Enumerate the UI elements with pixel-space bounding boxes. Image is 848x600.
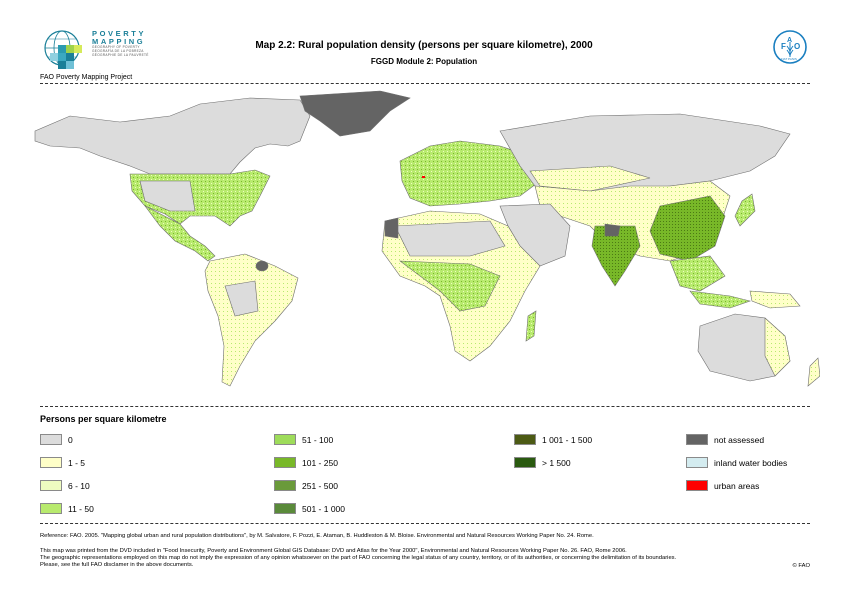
- legend-label: inland water bodies: [714, 457, 788, 468]
- madagascar: [525, 310, 537, 342]
- greenland: [299, 90, 411, 137]
- legend-item-101-250: 101 - 250: [274, 457, 338, 468]
- svg-text:O: O: [794, 42, 800, 51]
- legend-label: > 1 500: [542, 457, 571, 468]
- new-guinea: [749, 290, 801, 309]
- legend-item-501-1000: 501 - 1 000: [274, 503, 345, 514]
- copyright: © FAO: [792, 563, 810, 569]
- legend-item-6-10: 6 - 10: [40, 480, 90, 491]
- logo-title-poverty: POVERTY: [92, 29, 147, 38]
- southeast-asia: [669, 255, 726, 292]
- legend-item-51-100: 51 - 100: [274, 434, 333, 445]
- legend-swatch: [40, 434, 62, 445]
- legend-label: 6 - 10: [68, 480, 90, 491]
- legend-label: urban areas: [714, 480, 760, 491]
- logo-title-mapping: MAPPING: [92, 36, 146, 46]
- legend-swatch: [40, 457, 62, 468]
- legend-item-1-5: 1 - 5: [40, 457, 85, 468]
- legend-swatch: [40, 480, 62, 491]
- legend-item-inland-water: inland water bodies: [686, 457, 787, 468]
- fao-emblem-icon: F A O FIAT PANIS: [773, 30, 807, 64]
- legend-swatch: [40, 503, 62, 514]
- note-disclaimer: The geographic representations employed …: [40, 555, 677, 562]
- north-america-north: [34, 97, 311, 175]
- reference-text: Reference: FAO. 2005. "Mapping global ur…: [40, 533, 594, 539]
- legend-swatch: [274, 434, 296, 445]
- india: [591, 225, 641, 287]
- legend-label: 1 001 - 1 500: [542, 434, 593, 445]
- legend-label: 501 - 1 000: [302, 503, 346, 514]
- legend-swatch: [274, 503, 296, 514]
- logo-sub-es: GEOGRAFÍA DE LA POBREZA: [92, 49, 144, 54]
- legend-label: not assessed: [714, 434, 765, 445]
- legend-swatch: [686, 480, 708, 491]
- legend-label: 0: [68, 434, 73, 445]
- world-population-density-map: [34, 90, 820, 387]
- legend-swatch: [686, 457, 708, 468]
- legend-label: 101 - 250: [302, 457, 338, 468]
- legend-label: 11 - 50: [68, 503, 94, 514]
- header-divider: [40, 83, 810, 84]
- svg-text:A: A: [787, 37, 792, 44]
- note-see-disclaimer: Please, see the full FAO disclamer in th…: [40, 562, 194, 569]
- poverty-mapping-globe-logo-icon: [44, 30, 82, 69]
- legend-item-0: 0: [40, 434, 73, 445]
- svg-text:FIAT PANIS: FIAT PANIS: [781, 57, 797, 61]
- poverty-mapping-logo-text: POVERTY MAPPING GEOGRAPHY OF POVERTY GEO…: [92, 30, 149, 58]
- legend-swatch: [274, 480, 296, 491]
- east-china: [649, 195, 726, 262]
- legend-swatch: [514, 457, 536, 468]
- legend-swatch: [274, 457, 296, 468]
- map-title: Map 2.2: Rural population density (perso…: [255, 40, 593, 51]
- legend-label: 51 - 100: [302, 434, 334, 445]
- legend-title: Persons per square kilometre: [40, 414, 167, 424]
- legend-item-11-50: 11 - 50: [40, 503, 94, 514]
- logo-sub-fr: GÉOGRAPHIE DE LA PAUVRETÉ: [92, 53, 149, 58]
- legend-label: 1 - 5: [68, 457, 86, 468]
- legend-item-urban-areas: urban areas: [686, 480, 759, 491]
- central-america: [144, 205, 216, 262]
- legend-label: 251 - 500: [302, 480, 338, 491]
- legend-swatch: [686, 434, 708, 445]
- legend-item-not-assessed: not assessed: [686, 434, 764, 445]
- new-zealand: [807, 357, 820, 387]
- logo-sub-en: GEOGRAPHY OF POVERTY: [92, 45, 140, 49]
- note-source: This map was printed from the DVD includ…: [40, 548, 627, 554]
- svg-text:F: F: [781, 42, 786, 51]
- legend-item-gt-1500: > 1 500: [514, 457, 571, 468]
- legend-item-1001-1500: 1 001 - 1 500: [514, 434, 592, 445]
- project-label: FAO Poverty Mapping Project: [40, 74, 133, 81]
- legend-item-251-500: 251 - 500: [274, 480, 338, 491]
- notes-block: This map was printed from the DVD includ…: [40, 548, 810, 570]
- japan: [734, 193, 756, 227]
- legend-swatch: [514, 434, 536, 445]
- europe: [399, 140, 541, 207]
- map-divider: [40, 406, 810, 407]
- footer-divider: [40, 523, 810, 524]
- south-america: [204, 253, 299, 387]
- map-subtitle: FGGD Module 2: Population: [370, 57, 478, 66]
